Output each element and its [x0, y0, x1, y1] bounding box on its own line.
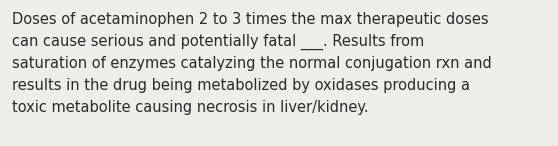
- Text: Doses of acetaminophen 2 to 3 times the max therapeutic doses: Doses of acetaminophen 2 to 3 times the …: [12, 12, 489, 27]
- Text: results in the drug being metabolized by oxidases producing a: results in the drug being metabolized by…: [12, 78, 470, 93]
- Text: toxic metabolite causing necrosis in liver/kidney.: toxic metabolite causing necrosis in liv…: [12, 100, 369, 115]
- Text: can cause serious and potentially fatal ___. Results from: can cause serious and potentially fatal …: [12, 34, 424, 50]
- Text: saturation of enzymes catalyzing the normal conjugation rxn and: saturation of enzymes catalyzing the nor…: [12, 56, 492, 71]
